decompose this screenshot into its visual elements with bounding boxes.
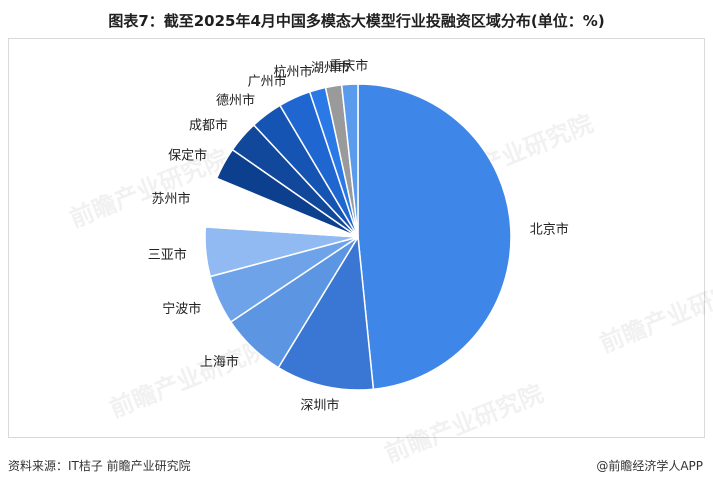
slice-label: 宁波市 bbox=[162, 301, 201, 317]
slice-label: 湖州市 bbox=[311, 60, 350, 76]
slice-label: 上海市 bbox=[200, 354, 239, 370]
pie-slice bbox=[340, 83, 359, 238]
chart-frame: 前瞻产业研究院 前瞻产业研究院 前瞻产业研究院 前瞻产业研究院 前瞻产业研究院 … bbox=[8, 38, 713, 468]
pie-slice bbox=[277, 234, 375, 391]
slice-label: 三亚市 bbox=[148, 247, 187, 263]
pie-slice bbox=[357, 83, 512, 391]
slice-label: 杭州市 bbox=[274, 64, 313, 80]
slice-label: 德州市 bbox=[216, 92, 255, 108]
slice-label: 重庆市 bbox=[329, 58, 368, 74]
slice-label: 保定市 bbox=[168, 147, 207, 163]
slice-label: 北京市 bbox=[530, 221, 569, 237]
slice-label: 苏州市 bbox=[152, 191, 191, 207]
brand-credit: @前瞻经济学人APP bbox=[596, 459, 703, 473]
slice-label: 广州市 bbox=[248, 74, 287, 90]
chart-title: 图表7：截至2025年4月中国多模态大模型行业投融资区域分布(单位：%) bbox=[108, 12, 605, 30]
source-note: 资料来源：IT桔子 前瞻产业研究院 bbox=[8, 459, 191, 473]
slice-label: 成都市 bbox=[189, 117, 228, 133]
slice-label: 深圳市 bbox=[300, 398, 339, 414]
